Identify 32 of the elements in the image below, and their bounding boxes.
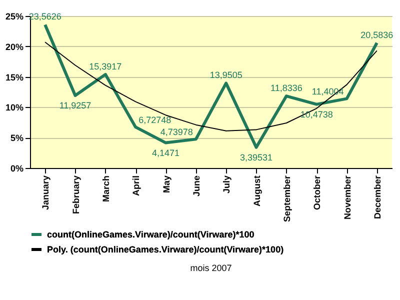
text: mois 2007 [190,263,232,273]
data-label: 15,3917 [89,61,122,72]
x-tick-label: August [252,176,262,206]
data-label: 11,8336 [270,83,302,94]
x-tick-label: March [100,176,111,202]
data-label: 20,5836 [360,30,394,40]
legend-label: Poly. (count(OnlineGames.Virware)/count(Virware)*100) [47,244,284,254]
y-tick-label: 5% [10,133,24,144]
x-tick-label: May [161,176,172,194]
data-label: 23,5626 [28,12,62,22]
data-label: 3,39531 [240,152,273,162]
legend-label: count(OnlineGames.Virware)/count(Virware)*100 [47,230,254,240]
x-tick-label: July [222,176,232,194]
x-tick-label: November [342,175,352,220]
y-tick-label: 25% [5,12,24,22]
y-tick-label: 0% [10,164,24,174]
x-tick-label: February [70,176,81,214]
y-tick-label: 10% [5,102,24,113]
x-tick-label: January [40,176,51,210]
data-label: 13,9505 [210,70,242,80]
data-label: 11,9257 [59,100,92,110]
x-tick-label: June [191,176,202,197]
data-label: 4,1471 [152,148,180,158]
data-label: 6,72748 [138,115,172,126]
y-tick-label: 15% [5,72,24,82]
data-label: 4,73978 [160,127,193,138]
y-tick-label: 20% [5,42,24,52]
x-tick-label: October [312,175,322,210]
x-tick-label: December [372,175,382,220]
x-tick-label: April [131,176,142,196]
x-tick-label: September [282,175,292,222]
data-label: 10,4738 [300,109,333,120]
